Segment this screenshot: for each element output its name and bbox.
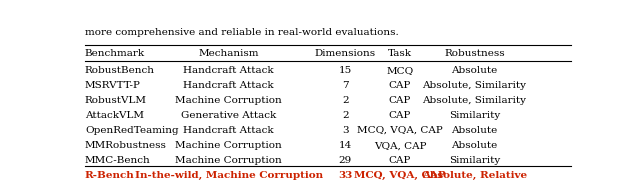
Text: Absolute, Relative: Absolute, Relative <box>422 171 527 180</box>
Text: MMRobustness: MMRobustness <box>85 141 167 150</box>
Text: Absolute, Similarity: Absolute, Similarity <box>422 96 526 105</box>
Text: OpenRedTeaming: OpenRedTeaming <box>85 126 179 135</box>
Text: Mechanism: Mechanism <box>198 49 259 58</box>
Text: 33: 33 <box>338 171 353 180</box>
Text: Task: Task <box>388 49 412 58</box>
Text: RobustBench: RobustBench <box>85 66 155 75</box>
Text: CAP: CAP <box>388 81 411 90</box>
Text: Handcraft Attack: Handcraft Attack <box>184 66 274 75</box>
Text: 14: 14 <box>339 141 352 150</box>
Text: MCQ, VQA, CAP: MCQ, VQA, CAP <box>357 126 443 135</box>
Text: 2: 2 <box>342 96 349 105</box>
Text: MMC-Bench: MMC-Bench <box>85 156 150 165</box>
Text: CAP: CAP <box>388 111 411 120</box>
Text: Absolute, Similarity: Absolute, Similarity <box>422 81 526 90</box>
Text: MCQ, VQA, CAP: MCQ, VQA, CAP <box>354 171 445 180</box>
Text: RobustVLM: RobustVLM <box>85 96 147 105</box>
Text: Generative Attack: Generative Attack <box>181 111 276 120</box>
Text: 29: 29 <box>339 156 352 165</box>
Text: Similarity: Similarity <box>449 111 500 120</box>
Text: Handcraft Attack: Handcraft Attack <box>184 81 274 90</box>
Text: 15: 15 <box>339 66 352 75</box>
Text: Absolute: Absolute <box>451 141 497 150</box>
Text: Handcraft Attack: Handcraft Attack <box>184 126 274 135</box>
Text: Robustness: Robustness <box>444 49 504 58</box>
Text: 2: 2 <box>342 111 349 120</box>
Text: CAP: CAP <box>388 156 411 165</box>
Text: Absolute: Absolute <box>451 126 497 135</box>
Text: Machine Corruption: Machine Corruption <box>175 156 282 165</box>
Text: VQA, CAP: VQA, CAP <box>374 141 426 150</box>
Text: Machine Corruption: Machine Corruption <box>175 141 282 150</box>
Text: MSRVTT-P: MSRVTT-P <box>85 81 141 90</box>
Text: Dimensions: Dimensions <box>315 49 376 58</box>
Text: Benchmark: Benchmark <box>85 49 145 58</box>
Text: 7: 7 <box>342 81 349 90</box>
Text: MCQ: MCQ <box>387 66 413 75</box>
Text: Absolute: Absolute <box>451 66 497 75</box>
Text: In-the-wild, Machine Corruption: In-the-wild, Machine Corruption <box>135 171 323 180</box>
Text: 3: 3 <box>342 126 349 135</box>
Text: Similarity: Similarity <box>449 156 500 165</box>
Text: AttackVLM: AttackVLM <box>85 111 144 120</box>
Text: Machine Corruption: Machine Corruption <box>175 96 282 105</box>
Text: CAP: CAP <box>388 96 411 105</box>
Text: R-Bench: R-Bench <box>85 171 134 180</box>
Text: more comprehensive and reliable in real-world evaluations.: more comprehensive and reliable in real-… <box>85 28 399 37</box>
